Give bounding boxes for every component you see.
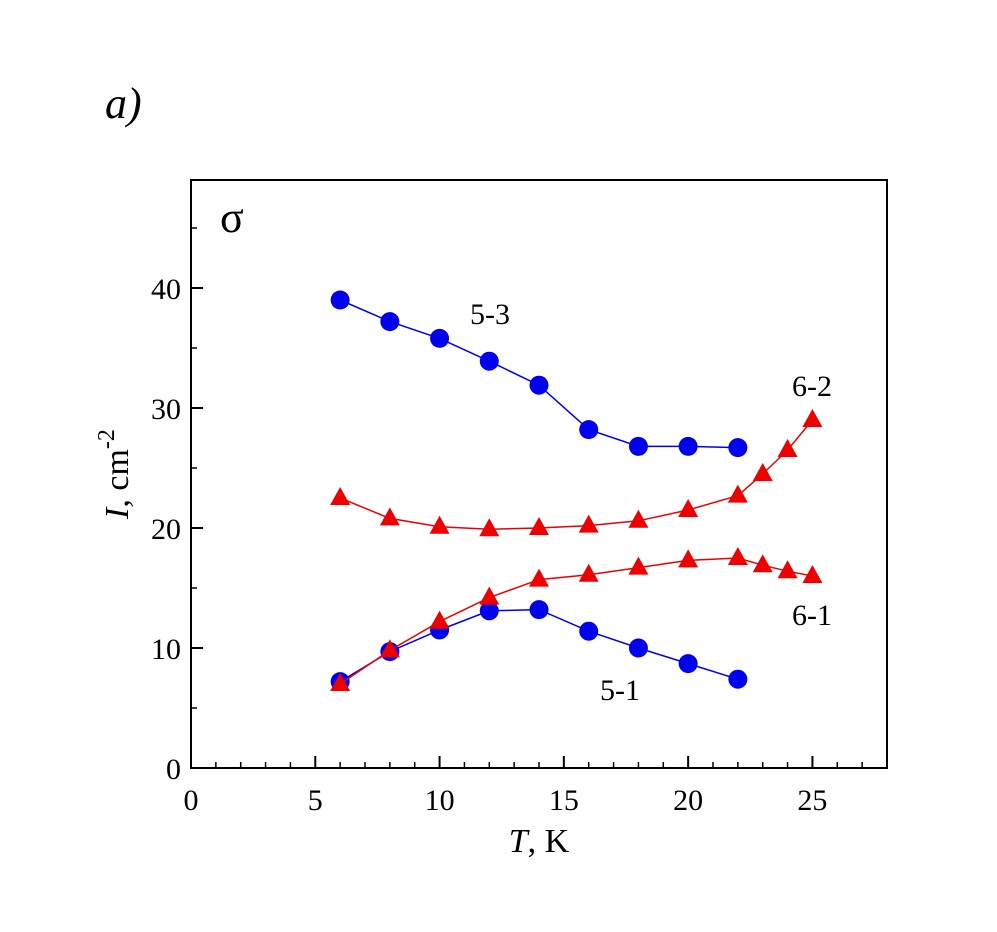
data-point bbox=[752, 463, 773, 481]
x-tick-label: 15 bbox=[549, 784, 579, 817]
series-line bbox=[339, 557, 813, 685]
data-point bbox=[479, 351, 499, 371]
data-point bbox=[479, 586, 500, 605]
data-point bbox=[529, 600, 549, 620]
data-point bbox=[678, 549, 699, 568]
data-point bbox=[628, 509, 649, 528]
data-point bbox=[628, 556, 649, 575]
data-point bbox=[578, 514, 599, 533]
data-point bbox=[330, 290, 350, 310]
x-tick-label: 20 bbox=[673, 784, 703, 817]
series-line bbox=[339, 299, 738, 449]
series-line bbox=[339, 608, 739, 683]
series-line bbox=[339, 419, 814, 530]
data-point bbox=[330, 487, 351, 505]
plot-frame bbox=[190, 179, 888, 769]
data-point bbox=[678, 436, 698, 456]
y-tick-label: 40 bbox=[151, 273, 181, 306]
data-point bbox=[479, 518, 500, 537]
x-label-rest: , K bbox=[528, 823, 570, 860]
series-label: 5-3 bbox=[470, 298, 510, 331]
data-point bbox=[578, 563, 599, 582]
y-tick-label: 20 bbox=[151, 513, 181, 546]
data-point bbox=[430, 328, 450, 348]
data-point bbox=[379, 507, 400, 526]
data-point bbox=[802, 565, 823, 583]
data-point bbox=[529, 568, 549, 587]
data-point bbox=[777, 560, 798, 579]
data-point bbox=[579, 420, 599, 440]
y-tick-label: 10 bbox=[151, 633, 181, 666]
data-point bbox=[628, 436, 648, 456]
data-point bbox=[678, 499, 699, 517]
x-tick-label: 10 bbox=[425, 784, 455, 817]
polarization-label: σ bbox=[220, 193, 244, 242]
panel-label: a) bbox=[105, 79, 142, 128]
data-point bbox=[429, 610, 450, 629]
y-tick-label: 30 bbox=[151, 393, 181, 426]
data-point bbox=[727, 484, 748, 503]
data-point bbox=[380, 312, 400, 332]
data-point bbox=[330, 673, 351, 691]
data-point bbox=[579, 621, 599, 641]
data-point bbox=[777, 439, 798, 457]
x-tick-label: 0 bbox=[184, 784, 199, 817]
data-point bbox=[728, 669, 748, 689]
y-axis-label: I, cm-2 bbox=[94, 429, 136, 520]
data-point bbox=[752, 554, 773, 573]
data-point bbox=[628, 638, 648, 658]
data-point bbox=[529, 375, 549, 395]
panel-label-text: a) bbox=[105, 79, 142, 128]
series-label: 6-2 bbox=[792, 370, 832, 403]
data-point bbox=[802, 409, 823, 427]
x-tick-label: 25 bbox=[797, 784, 827, 817]
data-point bbox=[529, 517, 549, 535]
data-point bbox=[379, 639, 400, 658]
data-point bbox=[479, 601, 499, 621]
data-point bbox=[429, 515, 450, 534]
x-label-italic: T bbox=[509, 823, 530, 860]
y-label-rest: , cm bbox=[99, 449, 136, 508]
x-tick-label: 5 bbox=[308, 784, 323, 817]
y-label-italic: I bbox=[99, 506, 136, 520]
data-point bbox=[728, 438, 748, 458]
y-label-sup: -2 bbox=[94, 429, 120, 449]
data-point bbox=[727, 547, 748, 565]
series-label: 6-1 bbox=[792, 599, 832, 632]
data-point bbox=[678, 654, 698, 674]
y-tick-label: 0 bbox=[166, 753, 181, 786]
x-axis-label: T, K bbox=[509, 823, 570, 860]
series-label: 5-1 bbox=[600, 674, 640, 707]
